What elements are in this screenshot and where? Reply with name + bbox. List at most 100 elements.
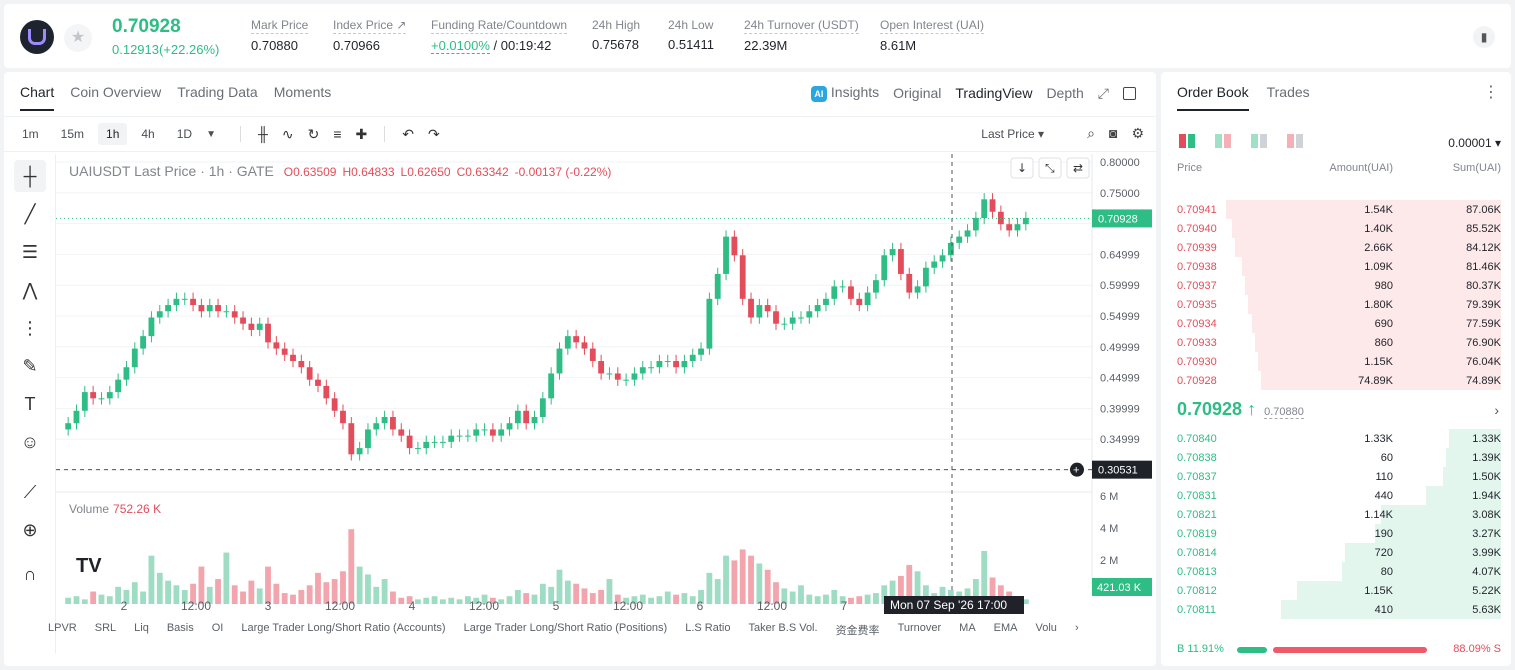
row-price: 0.70934 xyxy=(1177,317,1217,330)
tab-order-book[interactable]: Order Book xyxy=(1177,84,1249,111)
price-type-select[interactable]: Last Price ▾ xyxy=(981,127,1044,141)
orderbook-row[interactable]: 0.70840 1.33K 1.33K xyxy=(1177,429,1501,448)
indicators-icon[interactable]: ∿ xyxy=(281,125,294,142)
stat-mark-price[interactable]: Mark Price 0.70880 xyxy=(251,18,309,53)
orderbook-row[interactable]: 0.70812 1.15K 5.22K xyxy=(1177,581,1501,600)
expand-icon[interactable]: ⤢ xyxy=(1097,84,1109,101)
orderbook-row[interactable]: 0.70831 440 1.94K xyxy=(1177,486,1501,505)
volume-bar xyxy=(798,585,804,604)
price-chart[interactable]: 0.80000 0.75000 0.70928 0.64999 0.59999 0.549… xyxy=(56,154,1152,614)
redo-icon[interactable]: ↷ xyxy=(428,125,440,142)
indicator-tab[interactable]: OI xyxy=(211,622,224,634)
indicator-tab[interactable]: EMA xyxy=(993,622,1018,634)
orderbook-row[interactable]: 0.70939 2.66K 84.12K xyxy=(1177,238,1501,257)
row-amount: 110 xyxy=(1375,470,1393,483)
zoom-in-icon[interactable]: ⊕ xyxy=(22,520,38,540)
tab-coin-overview[interactable]: Coin Overview xyxy=(70,84,162,100)
volume-bar xyxy=(898,575,904,604)
fib-icon[interactable]: ⋮ xyxy=(21,318,39,338)
view-tradingview[interactable]: TradingView xyxy=(955,85,1033,101)
interval-15m[interactable]: 15m xyxy=(60,127,85,141)
insights-button[interactable]: AI Insights xyxy=(810,84,879,102)
text-icon[interactable]: T xyxy=(24,394,36,414)
volume-bar xyxy=(764,569,771,604)
orderbook-row[interactable]: 0.70811 410 5.63K xyxy=(1177,600,1501,619)
stat-index-price[interactable]: Index Price ↗ 0.70966 xyxy=(333,18,407,53)
orderbook-row[interactable]: 0.70938 1.09K 81.46K xyxy=(1177,257,1501,276)
stat-24h-turnover[interactable]: 24h Turnover (USDT) 22.39M xyxy=(744,18,859,53)
chevron-right-icon[interactable]: › xyxy=(1074,622,1079,634)
magnet-icon[interactable]: ∩ xyxy=(23,564,37,584)
ruler-icon[interactable]: ⟋ xyxy=(23,482,37,502)
volume-bar xyxy=(714,579,721,604)
orderbook-row[interactable]: 0.70935 1.80K 79.39K xyxy=(1177,295,1501,314)
mode-bids-icon[interactable] xyxy=(1251,134,1267,148)
pattern-icon[interactable]: ⋀ xyxy=(22,280,38,300)
emoji-icon[interactable]: ☺ xyxy=(20,432,40,452)
candle-type-icon[interactable]: ╫ xyxy=(257,126,268,142)
search-icon[interactable]: ⌕ xyxy=(1087,125,1095,141)
orderbook-row[interactable]: 0.70813 80 4.07K xyxy=(1177,562,1501,581)
mode-split-icon[interactable] xyxy=(1215,134,1231,148)
orderbook-row[interactable]: 0.70821 1.14K 3.08K xyxy=(1177,505,1501,524)
indicator-tab[interactable]: Liq xyxy=(134,622,149,634)
row-sum: 4.07K xyxy=(1472,565,1501,578)
settings-gear-icon[interactable]: ⚙ xyxy=(1131,125,1144,141)
tab-chart[interactable]: Chart xyxy=(20,84,55,111)
brush-icon[interactable]: ✎ xyxy=(22,356,38,376)
indicator-tab[interactable]: Turnover xyxy=(897,622,942,634)
stat-open-interest[interactable]: Open Interest (UAI) 8.61M xyxy=(880,18,985,53)
tab-trading-data[interactable]: Trading Data xyxy=(177,84,258,100)
orderbook-row[interactable]: 0.70930 1.15K 76.04K xyxy=(1177,352,1501,371)
tab-moments[interactable]: Moments xyxy=(273,84,332,100)
alerts-icon[interactable]: ✚ xyxy=(355,125,368,142)
horizontal-lines-icon[interactable]: ☰ xyxy=(21,242,39,262)
volume-bar xyxy=(623,597,630,604)
precision-select[interactable]: 0.00001 ▾ xyxy=(1448,136,1501,150)
interval-dropdown-icon[interactable]: ▼ xyxy=(206,128,216,140)
candle-body xyxy=(373,423,380,430)
orderbook-row[interactable]: 0.70837 110 1.50K xyxy=(1177,467,1501,486)
refresh-icon[interactable]: ↻ xyxy=(307,125,320,142)
view-original[interactable]: Original xyxy=(893,85,942,101)
indicator-tab[interactable]: 资金费率 xyxy=(835,625,880,637)
indicator-tab[interactable]: Taker B.S Vol. xyxy=(748,622,818,634)
volume-bar xyxy=(348,529,355,604)
view-depth[interactable]: Depth xyxy=(1046,85,1084,101)
orderbook-row[interactable]: 0.70814 720 3.99K xyxy=(1177,543,1501,562)
orderbook-row[interactable]: 0.70933 860 76.90K xyxy=(1177,333,1501,352)
indicator-tab[interactable]: Basis xyxy=(166,622,194,634)
camera-icon[interactable]: ◙ xyxy=(1108,125,1118,141)
window-icon[interactable] xyxy=(1123,86,1136,100)
indicator-tab[interactable]: Large Trader Long/Short Ratio (Positions… xyxy=(463,622,668,634)
undo-icon[interactable]: ↶ xyxy=(402,125,415,142)
trendline-icon[interactable]: ╱ xyxy=(24,204,36,224)
stat-funding-rate[interactable]: Funding Rate/Countdown +0.0100% / 00:19:4… xyxy=(431,18,568,54)
indicator-tab[interactable]: SRL xyxy=(94,622,117,634)
mode-both-icon[interactable] xyxy=(1179,134,1195,148)
more-icon[interactable]: ⋮ xyxy=(1483,84,1499,101)
interval-1d[interactable]: 1D xyxy=(176,127,193,141)
indicator-tab[interactable]: MA xyxy=(959,622,976,634)
orderbook-row[interactable]: 0.70941 1.54K 87.06K xyxy=(1177,200,1501,219)
indicator-tab[interactable]: Large Trader Long/Short Ratio (Accounts) xyxy=(241,622,446,634)
tab-trades[interactable]: Trades xyxy=(1266,84,1310,100)
indicator-tab[interactable]: LPVR xyxy=(48,622,77,634)
orderbook-row[interactable]: 0.70940 1.40K 85.52K xyxy=(1177,219,1501,238)
orderbook-row[interactable]: 0.70838 60 1.39K xyxy=(1177,448,1501,467)
templates-icon[interactable]: ≡ xyxy=(333,126,342,142)
orderbook-row[interactable]: 0.70937 980 80.37K xyxy=(1177,276,1501,295)
orderbook-row[interactable]: 0.70928 74.89K 74.89K xyxy=(1177,371,1501,390)
favorite-star-icon[interactable]: ★ xyxy=(64,24,92,52)
orderbook-row[interactable]: 0.70934 690 77.59K xyxy=(1177,314,1501,333)
interval-1m[interactable]: 1m xyxy=(22,127,39,141)
mode-asks-icon[interactable] xyxy=(1287,134,1303,148)
chevron-right-icon[interactable]: › xyxy=(1494,402,1499,418)
indicator-tab[interactable]: L.S Ratio xyxy=(685,622,731,634)
guide-book-icon[interactable]: ▮ xyxy=(1473,26,1495,48)
orderbook-row[interactable]: 0.70819 190 3.27K xyxy=(1177,524,1501,543)
interval-1h[interactable]: 1h xyxy=(98,123,128,145)
crosshair-icon[interactable]: ┼ xyxy=(14,160,46,192)
interval-4h[interactable]: 4h xyxy=(141,127,155,141)
indicator-tab[interactable]: Volu xyxy=(1035,622,1057,634)
